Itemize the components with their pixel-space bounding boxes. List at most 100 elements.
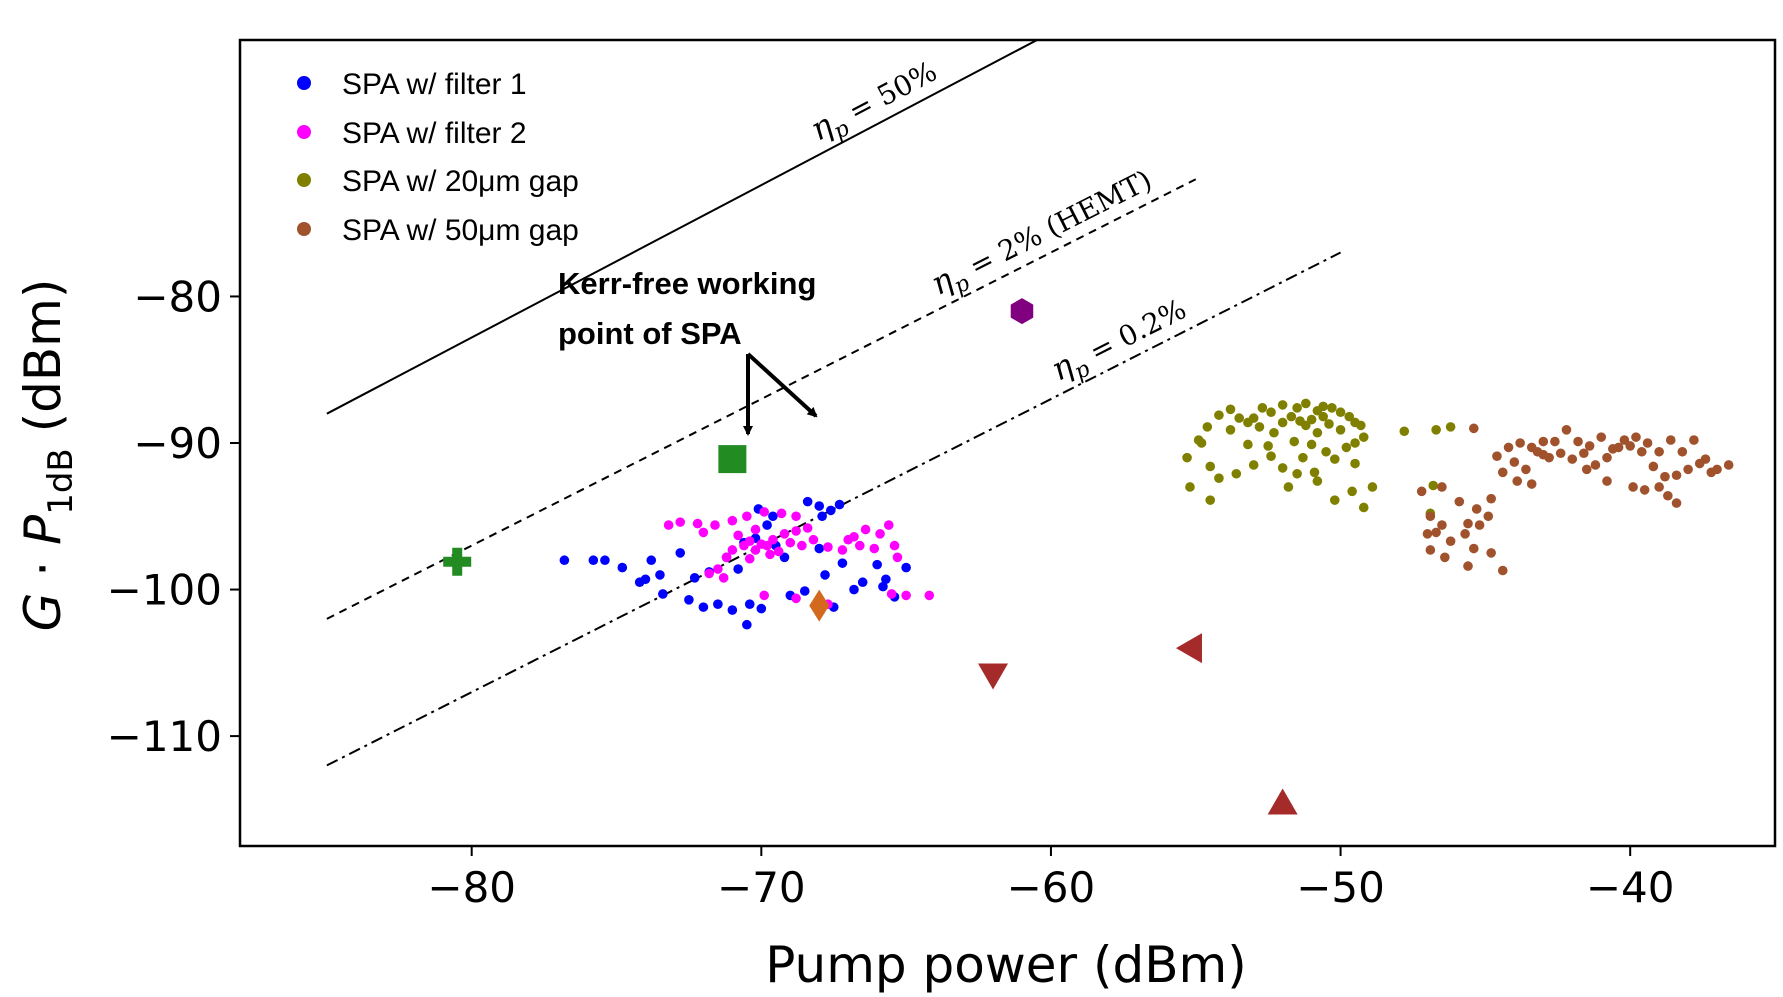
data-point-series-1	[646, 555, 657, 566]
data-point-series-1	[814, 501, 825, 511]
data-point-series-2	[692, 518, 703, 529]
data-point-series-3	[1309, 467, 1320, 478]
data-point-series-1	[834, 499, 845, 510]
data-point-series-4	[1474, 520, 1485, 530]
data-point-series-3	[1318, 411, 1328, 422]
marker-plus	[443, 547, 472, 576]
data-point-series-4	[1512, 476, 1523, 486]
x-tick-label: −80	[427, 863, 516, 912]
data-point-series-3	[1445, 422, 1456, 432]
data-point-series-2	[727, 545, 738, 555]
data-point-series-1	[742, 619, 752, 630]
marker-diamond	[809, 589, 830, 622]
special-markers	[443, 298, 1298, 815]
data-point-series-3	[1243, 439, 1253, 450]
y-label-g: G	[14, 593, 72, 632]
data-point-series-3	[1292, 468, 1302, 479]
data-point-series-3	[1277, 463, 1288, 473]
data-point-series-1	[762, 520, 772, 530]
data-point-series-4	[1723, 460, 1734, 470]
data-point-series-3	[1292, 403, 1302, 413]
kerr-free-annotation: Kerr-free working point of SPA	[558, 266, 818, 436]
data-point-series-4	[1561, 425, 1572, 435]
data-point-series-2	[759, 590, 770, 601]
data-point-series-4	[1497, 565, 1508, 576]
data-point-series-1	[727, 605, 738, 615]
data-point-series-2	[773, 546, 784, 557]
data-point-series-1	[658, 589, 668, 599]
data-point-series-1	[655, 570, 665, 580]
data-point-series-3	[1248, 413, 1259, 423]
data-point-series-4	[1619, 435, 1630, 445]
x-tick-label: −50	[1296, 863, 1385, 912]
data-point-series-2	[765, 549, 775, 560]
data-point-series-4	[1579, 448, 1589, 459]
data-point-series-4	[1628, 482, 1638, 492]
data-point-series-4	[1445, 536, 1456, 546]
y-axis-label: G · P1dB (dBm)	[14, 279, 81, 632]
data-point-series-1	[640, 574, 651, 585]
data-point-series-1	[849, 584, 859, 595]
data-point-series-1	[802, 496, 813, 507]
data-point-series-4	[1440, 552, 1450, 563]
data-point-series-1	[768, 511, 778, 522]
data-point-series-1	[559, 555, 570, 566]
data-point-series-4	[1483, 511, 1494, 522]
data-point-series-1	[881, 574, 891, 585]
data-point-series-1	[600, 555, 610, 566]
data-point-series-1	[837, 558, 848, 568]
y-label-subscript: 1dB	[41, 448, 81, 515]
data-point-series-2	[768, 534, 778, 545]
data-point-series-2	[759, 507, 770, 517]
data-point-series-4	[1639, 485, 1650, 495]
data-point-series-2	[843, 534, 854, 545]
data-point-series-4	[1416, 486, 1427, 497]
data-point-series-2	[883, 520, 894, 530]
data-point-series-4	[1550, 436, 1560, 447]
data-point-series-4	[1555, 448, 1566, 459]
legend-marker-filter-1	[297, 76, 311, 90]
data-point-series-3	[1329, 495, 1340, 505]
data-point-series-4	[1425, 511, 1436, 522]
data-point-series-2	[869, 543, 880, 554]
data-point-series-4	[1471, 504, 1482, 514]
marker-hexagon	[1010, 298, 1034, 325]
data-point-series-2	[823, 542, 833, 552]
data-point-series-3	[1234, 413, 1244, 423]
data-point-series-3	[1196, 438, 1207, 448]
data-point-series-4	[1602, 452, 1612, 463]
data-point-series-3	[1269, 427, 1279, 438]
marker-triangle-left	[1175, 633, 1202, 664]
data-point-series-2	[742, 511, 752, 522]
data-point-series-3	[1205, 495, 1216, 505]
data-point-series-4	[1581, 464, 1592, 475]
marker-triangle-down	[978, 663, 1009, 690]
data-point-series-3	[1283, 482, 1294, 492]
data-point-series-3	[1399, 426, 1410, 437]
data-point-series-2	[860, 524, 871, 535]
legend-marker-20um-gap	[297, 173, 311, 187]
data-point-series-4	[1613, 442, 1624, 453]
data-point-series-4	[1665, 435, 1676, 445]
y-label-p: P	[14, 514, 72, 545]
data-point-series-4	[1567, 454, 1578, 464]
data-point-series-2	[875, 529, 885, 539]
data-point-series-3	[1277, 417, 1288, 428]
data-point-series-4	[1538, 449, 1549, 460]
data-point-series-4	[1454, 496, 1465, 507]
data-point-series-2	[675, 517, 686, 527]
data-point-series-4	[1671, 498, 1682, 508]
efficiency-label: ηp = 2% (HEMT)	[925, 160, 1161, 308]
y-tick-label: −100	[107, 566, 222, 615]
data-point-series-3	[1214, 473, 1224, 483]
data-point-series-2	[776, 508, 787, 519]
data-point-series-4	[1590, 460, 1601, 470]
data-point-series-4	[1671, 470, 1682, 481]
legend-label-20um-gap: SPA w/ 20μm gap	[342, 165, 579, 198]
data-point-series-2	[791, 526, 801, 536]
data-point-series-2	[791, 593, 801, 604]
data-point-series-1	[878, 581, 888, 592]
legend: SPA w/ filter 1 SPA w/ filter 2 SPA w/ 2…	[297, 68, 579, 247]
data-point-series-3	[1231, 468, 1242, 479]
